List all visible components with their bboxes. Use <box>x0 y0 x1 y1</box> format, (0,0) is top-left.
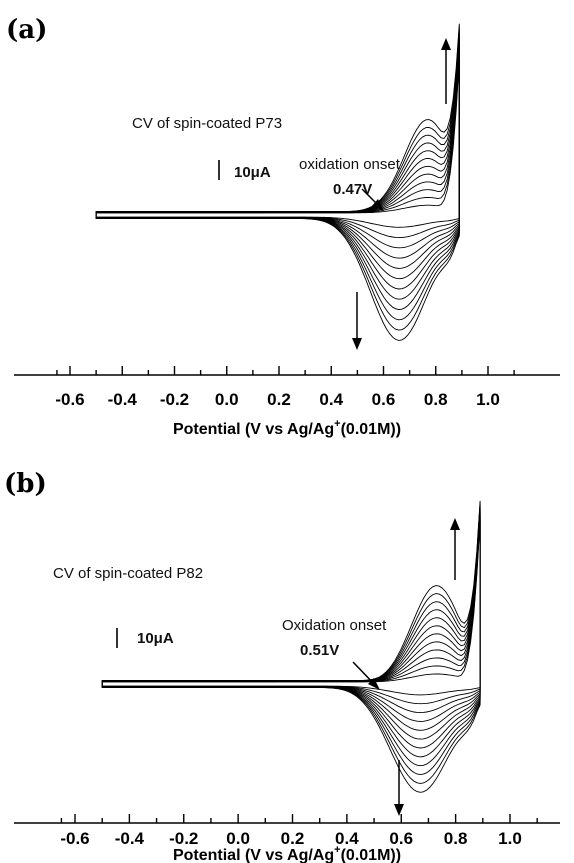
panel-b-scale-label: 10μA <box>137 630 174 647</box>
panel-a-cv-cycle <box>95 46 460 269</box>
panel-a-cv-cycle <box>95 59 460 228</box>
panel-a-onset-label: oxidation onset <box>299 156 401 173</box>
panel-a-x-tick-label: -0.2 <box>160 390 189 409</box>
panel-a-title: CV of spin-coated P73 <box>132 115 282 132</box>
panel-b-x-tick-label: 0.6 <box>389 829 413 848</box>
panel-a-x-tick-label: -0.6 <box>55 390 84 409</box>
panel-b-x-axis-label: Potential (V vs Ag/Ag+(0.01M)) <box>173 844 401 863</box>
panel-a-x-tick-label: 0.0 <box>215 390 239 409</box>
panel-b-letter: (b) <box>4 469 47 499</box>
panel-a-letter: (a) <box>6 15 47 45</box>
panel-a-onset-value: 0.47V <box>333 181 372 198</box>
panel-b-onset-value: 0.51V <box>300 642 339 659</box>
panel-a-x-tick-label: 0.4 <box>319 390 343 409</box>
panel-b-cv-cycle <box>101 516 481 714</box>
panel-b-x-tick-label: -0.2 <box>169 829 198 848</box>
panel-a-cv-curves <box>95 23 460 341</box>
panel-a-scale-label: 10μA <box>234 164 271 181</box>
panel-a-cv-cycle <box>95 23 460 341</box>
panel-a-down-arrowhead <box>352 338 362 350</box>
panel-b-x-tick-label: 0.8 <box>444 829 468 848</box>
panel-b-cv-cycle <box>101 500 481 793</box>
panel-b-title: CV of spin-coated P82 <box>53 565 203 582</box>
panel-a-x-tick-label: 1.0 <box>476 390 500 409</box>
panel-a-cv-cycle <box>95 43 460 280</box>
panel-a-cv-cycle <box>95 56 460 239</box>
panel-a-x-tick-label: -0.4 <box>108 390 138 409</box>
panel-b-cv-cycle <box>101 520 481 696</box>
panel-b-x-tick-label: 0.0 <box>226 829 250 848</box>
panel-a-up-arrowhead <box>441 38 451 50</box>
panel-a: (a) CV of spin-coated P73 10μA oxidation… <box>6 15 560 438</box>
panel-a-cv-cycle <box>95 36 460 300</box>
panel-a-cv-cycle <box>95 33 460 310</box>
panel-b-down-arrowhead <box>394 804 404 816</box>
panel-b-x-tick-label: 0.2 <box>281 829 305 848</box>
panel-a-x-axis: -0.6 -0.4 -0.2 0.0 0.2 0.4 0.6 0.8 1.0 <box>14 366 560 409</box>
panel-b-cv-cycle <box>101 518 481 705</box>
panel-a-x-tick-label: 0.8 <box>424 390 448 409</box>
panel-a-x-tick-label: 0.6 <box>372 390 396 409</box>
panel-b-onset-label: Oxidation onset <box>282 617 387 634</box>
panel-b-x-tick-label: -0.6 <box>60 829 89 848</box>
panel-b-x-axis: -0.6 -0.4 -0.2 0.0 0.2 0.4 0.6 0.8 1.0 <box>14 814 560 848</box>
panel-b-x-tick-label: 1.0 <box>498 829 522 848</box>
panel-b: (b) CV of spin-coated P82 10μA Oxidation… <box>4 469 560 863</box>
panel-b-x-tick-label: 0.4 <box>335 829 359 848</box>
panel-b-x-tick-label: -0.4 <box>115 829 145 848</box>
panel-b-up-arrowhead <box>450 518 460 530</box>
panel-a-x-tick-label: 0.2 <box>267 390 291 409</box>
panel-a-x-axis-label: Potential (V vs Ag/Ag+(0.01M)) <box>173 418 401 438</box>
panel-b-cv-curves <box>101 500 481 793</box>
